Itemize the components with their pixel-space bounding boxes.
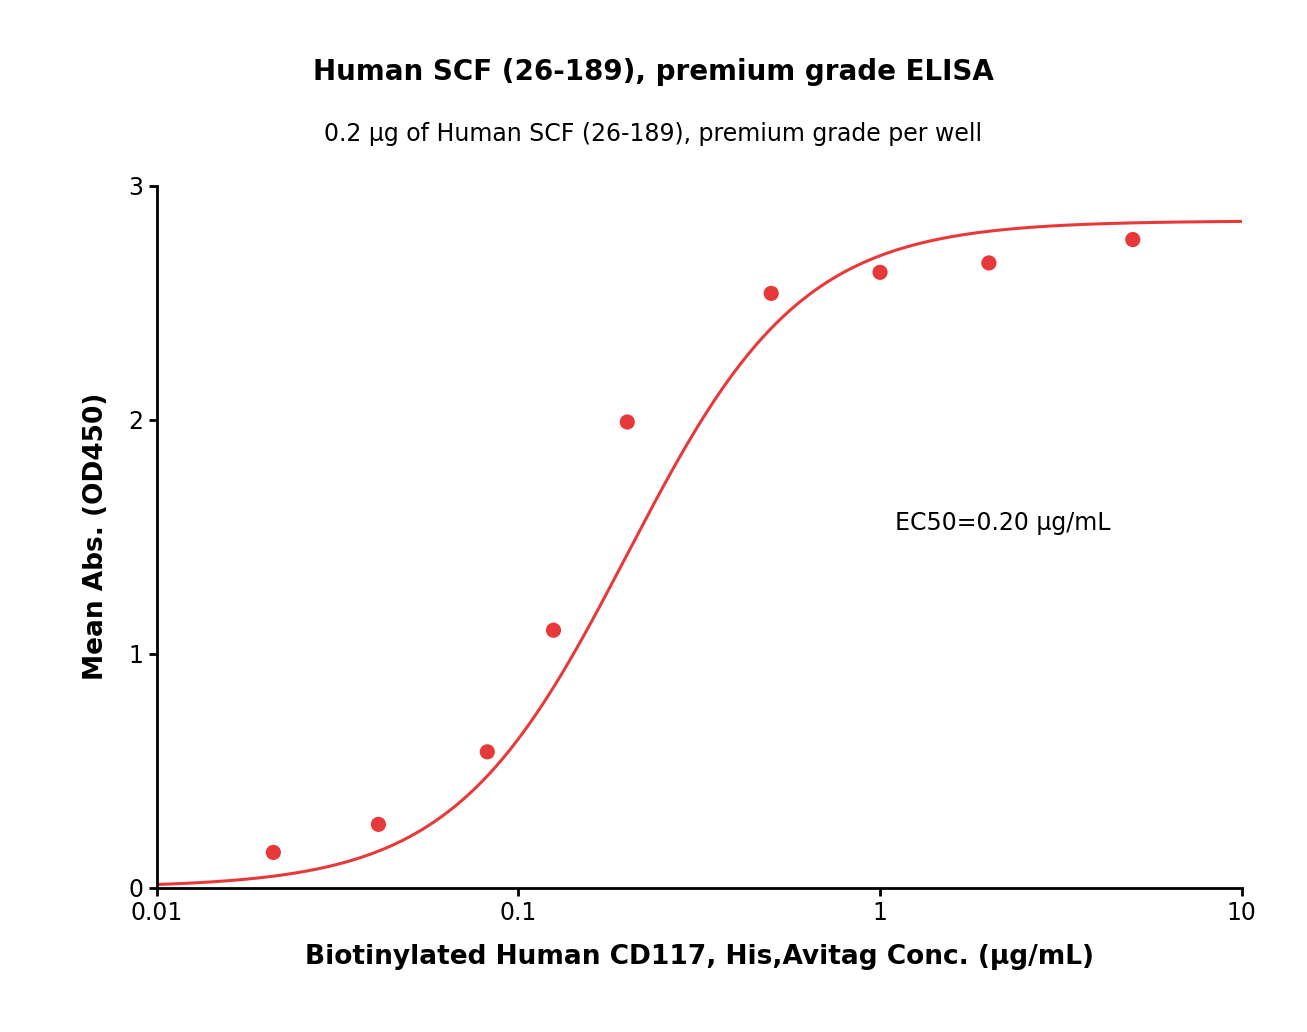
Text: Human SCF (26-189), premium grade ELISA: Human SCF (26-189), premium grade ELISA [314,58,993,87]
Text: 0.2 μg of Human SCF (26-189), premium grade per well: 0.2 μg of Human SCF (26-189), premium gr… [324,122,983,147]
Point [761,285,782,301]
Point [617,414,638,430]
Point [263,844,284,861]
Y-axis label: Mean Abs. (OD450): Mean Abs. (OD450) [84,393,110,680]
Point [1123,231,1144,248]
Point [477,744,498,761]
Point [979,255,1000,271]
X-axis label: Biotinylated Human CD117, His,Avitag Conc. (μg/mL): Biotinylated Human CD117, His,Avitag Con… [305,944,1094,970]
Point [869,264,890,281]
Point [542,622,563,639]
Point [369,816,389,833]
Text: EC50=0.20 μg/mL: EC50=0.20 μg/mL [894,511,1110,535]
